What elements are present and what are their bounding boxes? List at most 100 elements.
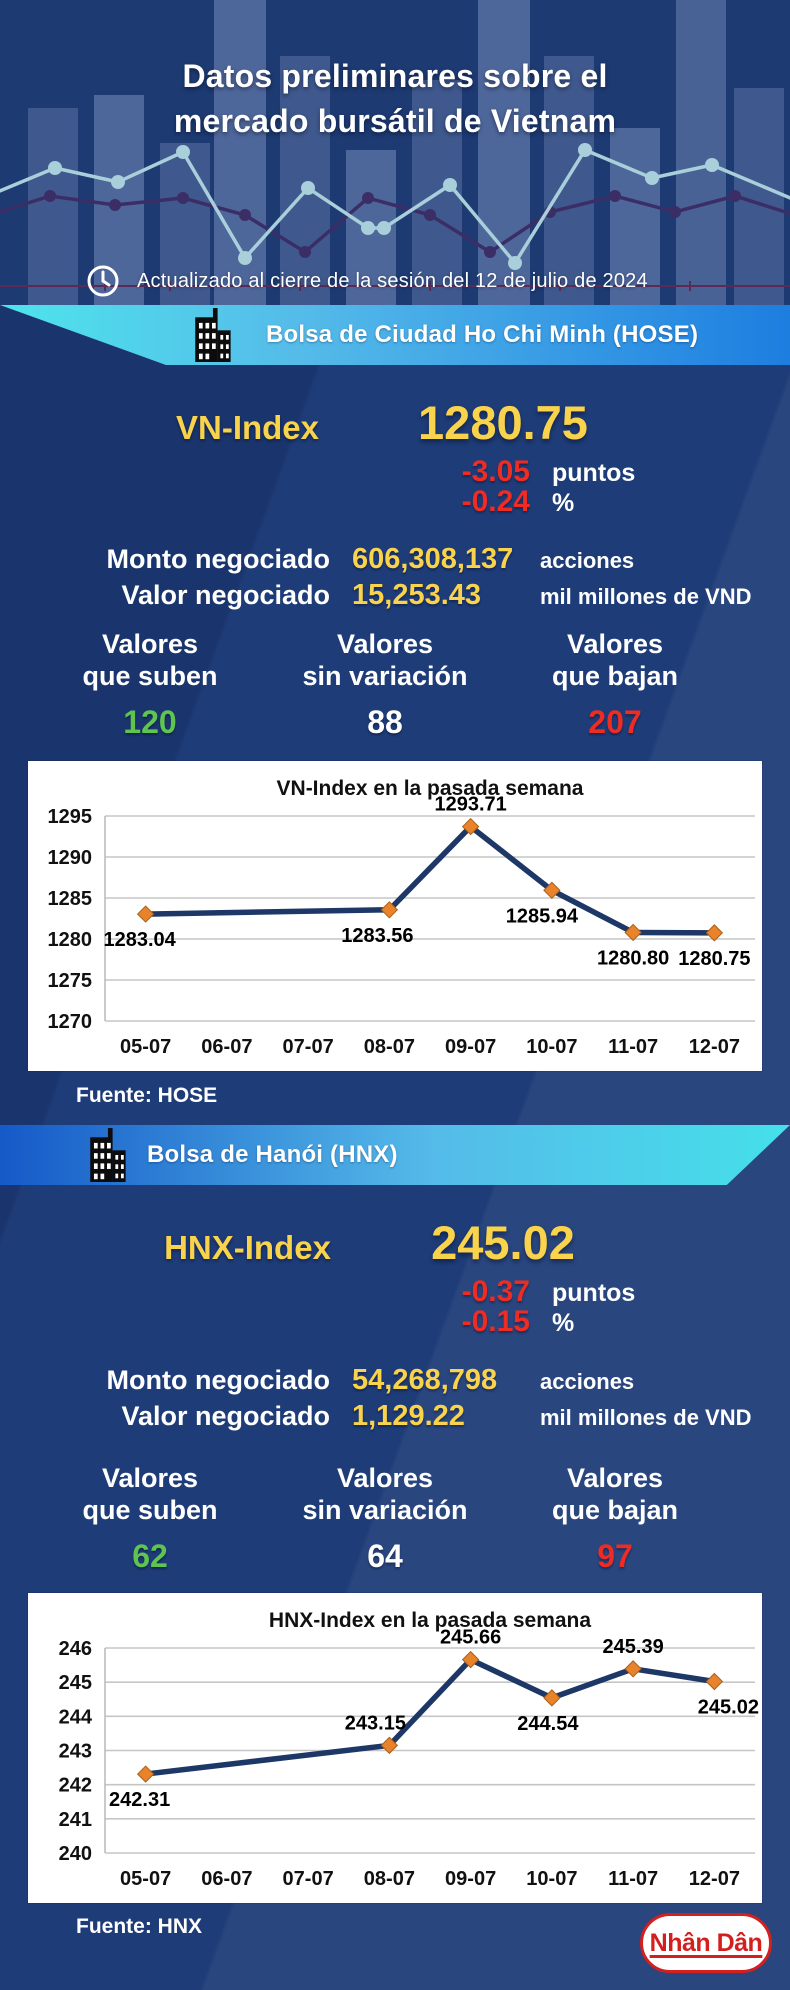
hose-breadth-grid: Valores que suben 120 Valores sin variació… <box>0 628 790 741</box>
svg-text:1270: 1270 <box>48 1011 93 1033</box>
hose-decliners-count: 207 <box>588 704 642 740</box>
vn-index-chart: VN-Index en la pasada semana 1270 1275 1280… <box>48 777 755 1058</box>
hose-decliners: Valores que bajan 207 <box>500 628 730 741</box>
svg-text:12-07: 12-07 <box>689 1868 740 1890</box>
hose-turnover-unit: mil millones de VND <box>540 584 752 609</box>
hnx-change-percent-row: -0.15 % <box>0 1305 790 1338</box>
updated-text: Actualizado al cierre de la sesión del 1… <box>137 269 648 292</box>
hnx-section-banner: Bolsa de Hanói (HNX) <box>0 1125 790 1185</box>
hose-percent-unit: % <box>552 489 575 517</box>
vn-index-chart-panel: VN-Index en la pasada semana 1270 1275 1280… <box>28 761 762 1071</box>
hnx-turnover-row: Valor negociado 1,129.22 mil millones de… <box>0 1400 790 1432</box>
svg-text:1283.04: 1283.04 <box>103 929 176 951</box>
decorative-bar-chart-background <box>0 0 790 305</box>
hose-volume-unit: acciones <box>540 548 635 573</box>
svg-text:08-07: 08-07 <box>364 1868 415 1890</box>
hnx-index-chart-panel: HNX-Index en la pasada semana 240 241 242 24… <box>28 1593 762 1903</box>
svg-text:VN-Index en la pasada semana: VN-Index en la pasada semana <box>277 777 584 800</box>
page-title: Datos preliminares sobre el mercado burs… <box>0 54 790 144</box>
decorative-baseline <box>0 281 790 291</box>
svg-text:242: 242 <box>59 1775 92 1797</box>
hnx-banner-label: Bolsa de Hanói (HNX) <box>147 1141 398 1168</box>
hose-change-percent-row: -0.24 % <box>0 485 790 518</box>
hnx-volume-row: Monto negociado 54,268,798 acciones <box>0 1364 790 1396</box>
hose-changes: -3.05 puntos -0.24 % <box>0 455 790 518</box>
svg-text:241: 241 <box>59 1809 92 1831</box>
header: Datos preliminares sobre el mercado burs… <box>0 0 790 305</box>
page-title-line2: mercado bursátil de Vietnam <box>173 103 617 139</box>
svg-text:245.66: 245.66 <box>440 1627 501 1649</box>
hnx-decliners: Valores que bajan 97 <box>500 1462 730 1575</box>
vn-index-value: 1280.75 <box>418 396 588 449</box>
hose-turnover-label: Valor negociado <box>121 580 330 610</box>
hose-advancers: Valores que suben 120 <box>30 628 270 741</box>
svg-text:05-07: 05-07 <box>120 1036 171 1058</box>
svg-text:06-07: 06-07 <box>201 1868 252 1890</box>
hnx-volume-value: 54,268,798 <box>352 1364 498 1396</box>
hnx-points-unit: puntos <box>552 1279 636 1307</box>
hose-section-banner: Bolsa de Ciudad Ho Chi Minh (HOSE) <box>0 305 790 365</box>
hnx-breadth-grid: Valores que suben 62 Valores sin variación… <box>0 1462 790 1575</box>
svg-text:05-07: 05-07 <box>120 1868 171 1890</box>
hose-points-unit: puntos <box>552 459 636 487</box>
svg-text:07-07: 07-07 <box>283 1036 334 1058</box>
hnx-index-value: 245.02 <box>431 1216 575 1269</box>
hnx-advancers: Valores que suben 62 <box>30 1462 270 1575</box>
hnx-source: Fuente: HNX <box>76 1915 202 1938</box>
clock-icon <box>87 265 119 297</box>
svg-text:09-07: 09-07 <box>445 1868 496 1890</box>
hnx-index-row: HNX-Index 245.02 <box>0 1215 790 1269</box>
svg-text:08-07: 08-07 <box>364 1036 415 1058</box>
hose-change-percent-value: -0.24 <box>461 485 530 518</box>
hose-turnover-value: 15,253.43 <box>352 579 482 611</box>
hnx-unchanged-count: 64 <box>367 1538 403 1574</box>
nhan-dan-logo-text: Nhân Dân <box>649 1928 763 1957</box>
nhan-dan-logo: Nhân Dân <box>640 1913 772 1973</box>
svg-text:HNX-Index en la pasada semana: HNX-Index en la pasada semana <box>269 1609 591 1632</box>
svg-text:244.54: 244.54 <box>517 1713 579 1735</box>
hnx-volume-label: Monto negociado <box>106 1365 330 1395</box>
svg-text:244: 244 <box>59 1706 93 1728</box>
hose-banner-label: Bolsa de Ciudad Ho Chi Minh (HOSE) <box>266 321 699 348</box>
svg-text:243.15: 243.15 <box>345 1712 406 1734</box>
hose-volume-value: 606,308,137 <box>352 543 514 575</box>
hose-stats: Monto negociado 606,308,137 acciones Val… <box>0 543 790 611</box>
svg-text:11-07: 11-07 <box>608 1036 658 1058</box>
hnx-changes: -0.37 puntos -0.15 % <box>0 1275 790 1338</box>
svg-text:06-07: 06-07 <box>201 1036 252 1058</box>
page-title-line1: Datos preliminares sobre el <box>182 58 608 94</box>
hnx-turnover-value: 1,129.22 <box>352 1400 465 1432</box>
decorative-teal-line <box>0 147 790 266</box>
svg-text:1285.94: 1285.94 <box>506 905 579 927</box>
hose-volume-row: Monto negociado 606,308,137 acciones <box>0 543 790 575</box>
svg-text:1280.75: 1280.75 <box>678 948 750 970</box>
hose-advancers-count: 120 <box>123 704 177 740</box>
svg-text:242.31: 242.31 <box>109 1789 170 1811</box>
svg-text:1280: 1280 <box>48 929 93 951</box>
svg-text:1275: 1275 <box>48 970 93 992</box>
hose-unchanged-count: 88 <box>367 704 403 740</box>
hnx-change-percent-value: -0.15 <box>461 1305 530 1338</box>
hose-source: Fuente: HOSE <box>76 1084 218 1107</box>
hnx-index-label: HNX-Index <box>164 1229 331 1266</box>
svg-text:1290: 1290 <box>48 847 93 869</box>
svg-text:240: 240 <box>59 1843 92 1865</box>
hose-change-points-row: -3.05 puntos <box>0 455 790 488</box>
hose-change-points-value: -3.05 <box>461 455 530 488</box>
hnx-index-chart: HNX-Index en la pasada semana 240 241 242 24… <box>59 1609 759 1890</box>
hnx-decliners-count: 97 <box>597 1538 633 1574</box>
svg-text:245: 245 <box>59 1672 92 1694</box>
svg-text:1293.71: 1293.71 <box>434 794 506 816</box>
hose-volume-label: Monto negociado <box>106 544 330 574</box>
hose-unchanged: Valores sin variación 88 <box>270 628 500 741</box>
svg-text:1280.80: 1280.80 <box>597 947 669 969</box>
hnx-percent-unit: % <box>552 1309 575 1337</box>
svg-text:243: 243 <box>59 1741 92 1763</box>
hose-index-row: VN-Index 1280.75 <box>0 395 790 449</box>
hnx-turnover-unit: mil millones de VND <box>540 1405 752 1430</box>
svg-text:1283.56: 1283.56 <box>341 925 413 947</box>
hnx-advancers-count: 62 <box>132 1538 168 1574</box>
svg-text:246: 246 <box>59 1638 92 1660</box>
vn-index-label: VN-Index <box>175 409 320 446</box>
